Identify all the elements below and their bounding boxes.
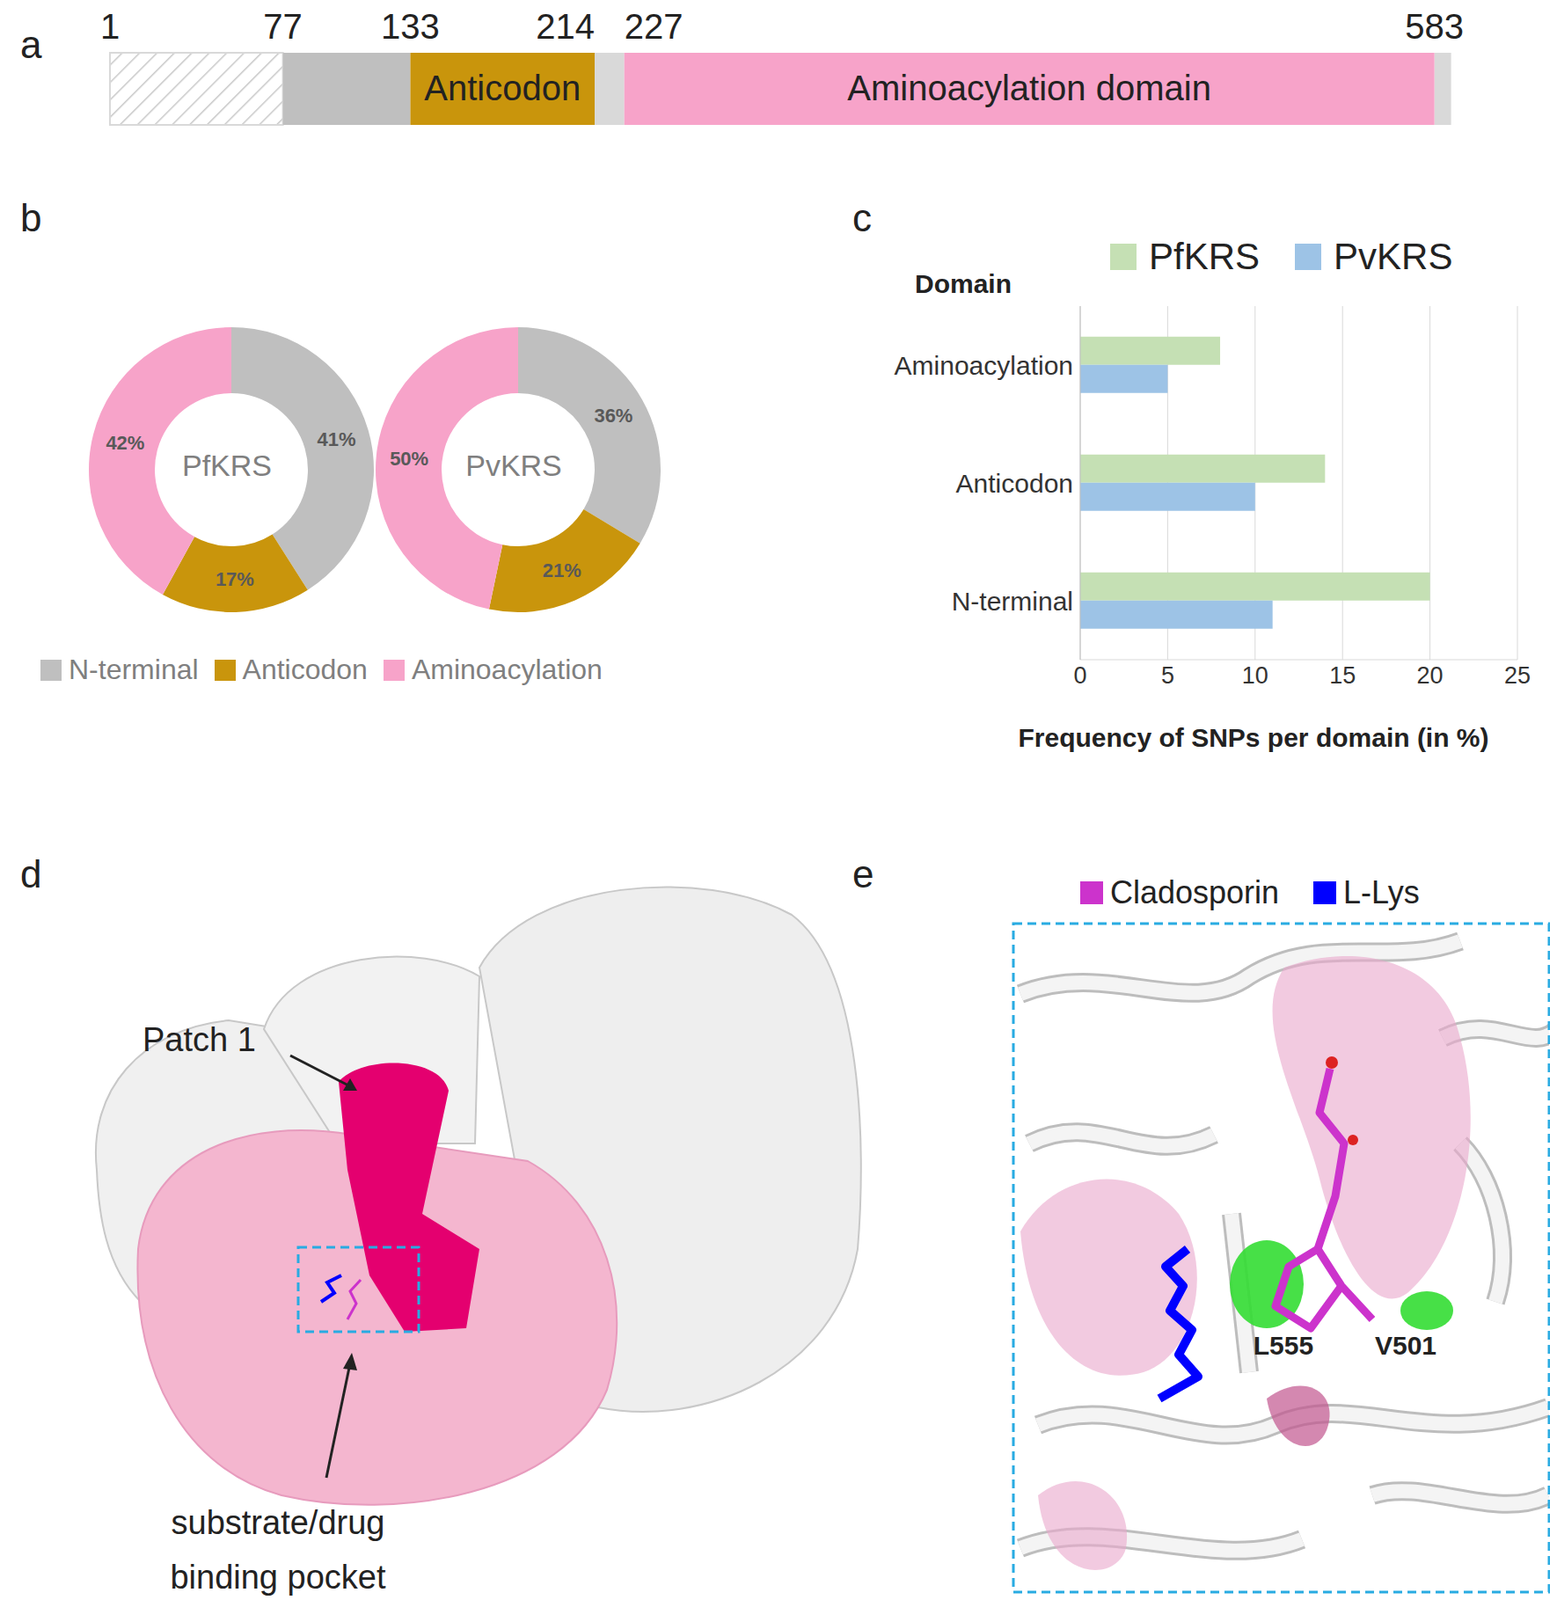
svg-text:b: b (20, 196, 42, 240)
svg-text:36%: 36% (593, 404, 633, 427)
svg-text:10: 10 (1242, 662, 1269, 689)
html-text:substrate/drug binding pocket: substrate/drug binding pocket (170, 1504, 386, 1596)
svg-text:L555: L555 (1253, 1330, 1314, 1360)
html-text:Aminoacylation: Aminoacylation (411, 653, 603, 686)
svg-text:Aminoacylation: Aminoacylation (894, 350, 1074, 381)
svg-text:L-Lys: L-Lys (1343, 874, 1420, 911)
svg-text:41%: 41% (317, 428, 357, 451)
svg-text:Anticodon: Anticodon (956, 468, 1074, 498)
svg-text:15: 15 (1329, 662, 1356, 689)
svg-text:V501: V501 (1374, 1330, 1437, 1360)
svg-text:77: 77 (263, 7, 303, 46)
svg-text:21%: 21% (542, 559, 582, 582)
svg-text:133: 133 (380, 7, 440, 46)
html-text:PvKRS: PvKRS (465, 448, 562, 483)
svg-text:583: 583 (1404, 7, 1464, 46)
html-text:PvKRS: PvKRS (1333, 235, 1453, 278)
svg-text:50%: 50% (389, 447, 429, 470)
svg-text:Cladosporin: Cladosporin (1110, 874, 1280, 911)
html-text:Anticodon: Anticodon (242, 653, 368, 686)
svg-text:e: e (852, 852, 874, 896)
svg-text:Anticodon: Anticodon (423, 68, 581, 108)
svg-text:42%: 42% (105, 431, 145, 454)
html-text:Frequency of SNPs per domain (: Frequency of SNPs per domain (in %) (1018, 723, 1489, 753)
html-text:N-terminal: N-terminal (68, 653, 199, 686)
html-text:Domain: Domain (914, 269, 1012, 299)
svg-text:c: c (852, 196, 872, 240)
html-text:PfKRS: PfKRS (1148, 235, 1260, 278)
svg-text:a: a (20, 22, 43, 66)
html-text:PfKRS: PfKRS (182, 448, 272, 483)
svg-text:N-terminal: N-terminal (951, 586, 1074, 616)
svg-text:0: 0 (1073, 662, 1087, 689)
svg-text:20: 20 (1417, 662, 1444, 689)
svg-text:25: 25 (1504, 662, 1531, 689)
svg-text:5: 5 (1161, 662, 1175, 689)
svg-text:d: d (20, 852, 42, 896)
svg-text:Aminoacylation domain: Aminoacylation domain (847, 68, 1212, 108)
svg-text:Patch 1: Patch 1 (142, 1021, 256, 1059)
svg-text:17%: 17% (215, 568, 255, 591)
svg-text:214: 214 (535, 7, 595, 46)
svg-text:227: 227 (624, 7, 684, 46)
svg-text:1: 1 (100, 7, 120, 46)
